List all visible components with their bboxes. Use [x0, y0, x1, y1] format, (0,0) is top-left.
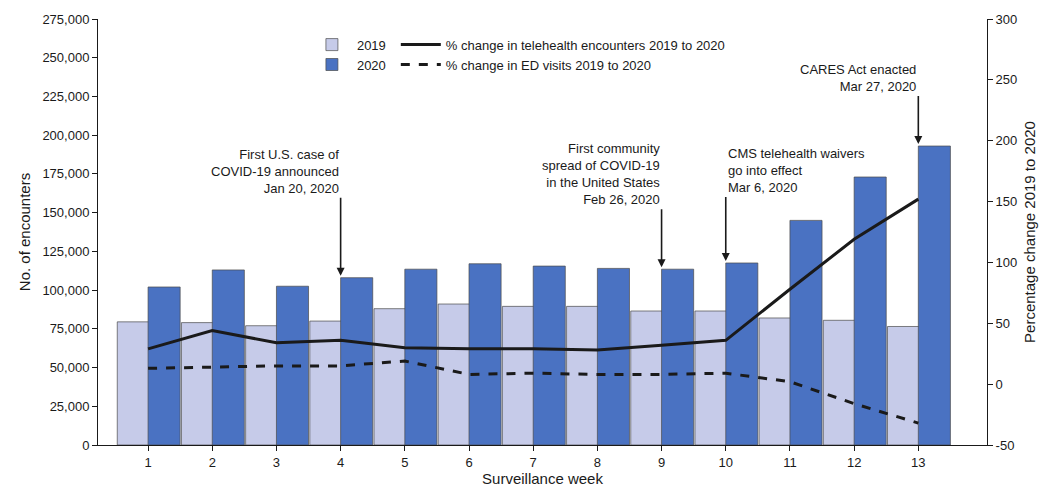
svg-text:150,000: 150,000	[42, 205, 89, 220]
svg-text:50: 50	[996, 316, 1010, 331]
svg-text:No. of encounters: No. of encounters	[16, 173, 33, 291]
svg-text:175,000: 175,000	[42, 166, 89, 181]
svg-text:First U.S. case ofCOVID-19 ann: First U.S. case ofCOVID-19 announcedJan …	[211, 147, 339, 196]
svg-text:4: 4	[337, 455, 344, 470]
svg-text:9: 9	[658, 455, 665, 470]
svg-text:11: 11	[783, 455, 797, 470]
svg-text:5: 5	[401, 455, 408, 470]
svg-text:Percentage change 2019 to 2020: Percentage change 2019 to 2020	[1021, 121, 1038, 343]
svg-text:200: 200	[996, 133, 1018, 148]
svg-text:200,000: 200,000	[42, 128, 89, 143]
svg-text:2019: 2019	[357, 38, 386, 53]
svg-text:25,000: 25,000	[50, 399, 90, 414]
svg-text:0: 0	[82, 438, 89, 453]
svg-text:100: 100	[996, 255, 1018, 270]
svg-text:First communityspread of COVID: First communityspread of COVID-19in the …	[542, 141, 660, 207]
svg-text:8: 8	[594, 455, 601, 470]
svg-text:75,000: 75,000	[50, 321, 90, 336]
svg-text:12: 12	[847, 455, 861, 470]
svg-text:0: 0	[996, 377, 1003, 392]
svg-text:CARES Act enactedMar 27, 2020: CARES Act enactedMar 27, 2020	[800, 62, 916, 94]
svg-text:300: 300	[996, 12, 1018, 27]
svg-text:250: 250	[996, 72, 1018, 87]
svg-text:3: 3	[273, 455, 280, 470]
svg-text:Surveillance week: Surveillance week	[482, 470, 603, 487]
svg-text:% change in telehealth encount: % change in telehealth encounters 2019 t…	[446, 38, 725, 53]
svg-text:% change in ED visits 2019 to: % change in ED visits 2019 to 2020	[446, 58, 651, 73]
svg-text:125,000: 125,000	[42, 244, 89, 259]
svg-text:CMS telehealth waiversgo into: CMS telehealth waiversgo into effectMar …	[728, 146, 865, 195]
svg-text:1: 1	[144, 455, 151, 470]
svg-text:7: 7	[530, 455, 537, 470]
svg-text:13: 13	[911, 455, 925, 470]
svg-text:150: 150	[996, 194, 1018, 209]
svg-text:275,000: 275,000	[42, 12, 89, 27]
svg-text:2: 2	[209, 455, 216, 470]
svg-text:225,000: 225,000	[42, 89, 89, 104]
svg-text:2020: 2020	[357, 58, 386, 73]
svg-text:50,000: 50,000	[50, 360, 90, 375]
svg-text:250,000: 250,000	[42, 50, 89, 65]
svg-text:-50: -50	[996, 438, 1015, 453]
svg-text:100,000: 100,000	[42, 283, 89, 298]
svg-text:6: 6	[465, 455, 472, 470]
svg-text:10: 10	[719, 455, 733, 470]
